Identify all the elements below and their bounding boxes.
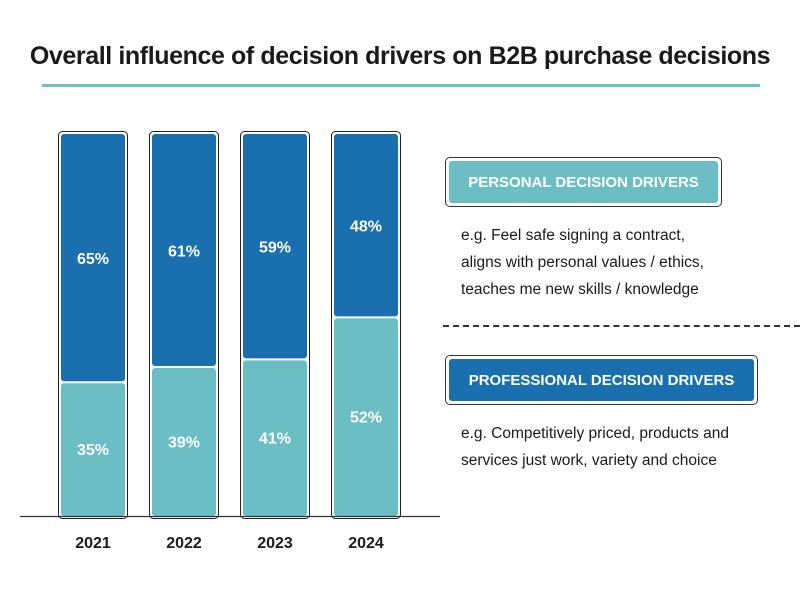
bar-segment-personal [334,134,398,317]
personal-example-line: aligns with personal values / ethics, [461,254,704,271]
bar-segment-personal [61,134,125,382]
legend-personal: PERSONAL DECISION DRIVERS [445,157,722,207]
bar-segment-professional [61,383,125,516]
legend-professional: PROFESSIONAL DECISION DRIVERS [445,355,758,405]
title-underline [42,84,760,87]
bar-outline [58,131,128,519]
legend-personal-description: e.g. Feel safe signing a contract, align… [461,222,704,303]
bar-segment-professional [243,360,307,516]
data-label-professional: 52% [350,410,382,427]
legend-divider [443,325,800,327]
personal-example-line: teaches me new skills / knowledge [461,281,699,298]
bar-segment-personal [243,134,307,359]
professional-example-line: services just work, variety and choice [461,452,717,469]
x-tick-label: 2024 [348,535,384,552]
data-label-professional: 39% [168,435,200,452]
data-label-personal: 48% [350,219,382,236]
legend-professional-label: PROFESSIONAL DECISION DRIVERS [449,359,754,401]
stacked-bar-chart: 65% 35% 2021 61% 39% 2022 59% 41% 2023 48% 52% 2024 [20,131,440,552]
legend-personal-label: PERSONAL DECISION DRIVERS [449,161,718,203]
bar-outline [149,131,219,519]
data-label-personal: 61% [168,244,200,261]
x-tick-label: 2021 [75,535,111,552]
bar-segment-personal [152,134,216,367]
bar-outline [331,131,401,519]
data-label-professional: 41% [259,431,291,448]
data-label-personal: 65% [77,251,109,268]
data-label-professional: 35% [77,442,109,459]
x-tick-label: 2023 [257,535,293,552]
personal-example-line: e.g. Feel safe signing a contract, [461,227,686,244]
bar-segment-professional [334,318,398,516]
chart-title: Overall influence of decision drivers on… [29,42,771,70]
x-tick-label: 2022 [166,535,202,552]
professional-example-line: e.g. Competitively priced, products and [461,425,729,442]
legend-professional-description: e.g. Competitively priced, products and … [461,420,729,474]
bar-segment-professional [152,368,216,516]
bar-outline [240,131,310,519]
data-label-personal: 59% [259,240,291,257]
